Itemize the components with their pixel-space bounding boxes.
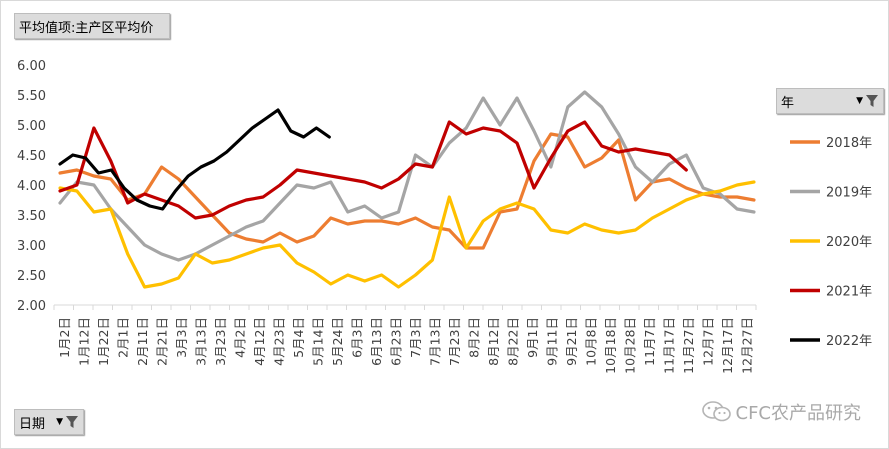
- dropdown-arrow-icon[interactable]: ▼: [856, 96, 863, 106]
- x-tick-label: 4月12日: [252, 317, 267, 366]
- x-tick-label: 2月11日: [135, 317, 150, 366]
- x-tick-label: 3月23日: [213, 317, 228, 366]
- axis-field-label: 日期: [19, 416, 46, 432]
- y-tick-label: 2.50: [17, 269, 46, 284]
- x-tick-label: 9月21日: [564, 317, 579, 366]
- series-line: [58, 132, 756, 250]
- x-tick-label: 5月4日: [291, 317, 306, 358]
- x-tick-label: 6月13日: [369, 317, 384, 366]
- x-tick-label: 8月2日: [466, 317, 481, 358]
- funnel-filter-icon[interactable]: [865, 94, 879, 108]
- x-tick-label: 11月17日: [661, 317, 676, 374]
- y-tick-label: 4.50: [17, 149, 46, 164]
- legend-label: 2019年: [826, 186, 872, 201]
- y-tick-label: 5.00: [17, 119, 46, 134]
- x-tick-label: 10月8日: [583, 317, 598, 366]
- x-tick-label: 9月1日: [525, 317, 540, 358]
- value-field-label: 平均值项:主产区平均价: [19, 20, 154, 36]
- funnel-filter-icon[interactable]: [65, 415, 79, 429]
- y-tick-label: 2.00: [17, 299, 46, 314]
- series-line: [58, 90, 756, 262]
- x-tick-label: 2月21日: [154, 317, 169, 366]
- legend-label: 2021年: [826, 285, 872, 300]
- x-tick-label: 2月1日: [115, 317, 130, 358]
- x-tick-label: 12月17日: [720, 317, 735, 374]
- series-line: [58, 108, 331, 211]
- legend-label: 2018年: [826, 136, 872, 151]
- x-tick-label: 10月28日: [622, 317, 637, 374]
- x-tick-label: 11月7日: [642, 317, 657, 366]
- y-tick-label: 3.50: [17, 209, 46, 224]
- x-tick-label: 3月3日: [174, 317, 189, 358]
- x-tick-label: 9月11日: [544, 317, 559, 366]
- x-tick-label: 5月14日: [310, 317, 325, 366]
- x-tick-label: 7月23日: [447, 317, 462, 366]
- x-tick-label: 8月22日: [505, 317, 520, 366]
- x-tick-label: 3月13日: [193, 317, 208, 366]
- y-tick-label: 4.00: [17, 179, 46, 194]
- y-tick-label: 3.00: [17, 239, 46, 254]
- dropdown-arrow-icon[interactable]: ▼: [56, 417, 63, 427]
- legend-field-button[interactable]: 年 ▼: [776, 88, 884, 114]
- wechat-icon: [701, 401, 731, 422]
- axis-field-button[interactable]: 日期 ▼: [14, 409, 84, 435]
- x-tick-label: 7月13日: [427, 317, 442, 366]
- y-tick-label: 6.00: [17, 59, 46, 74]
- legend-label: 2020年: [826, 235, 872, 250]
- x-tick-label: 11月27日: [681, 317, 696, 374]
- x-tick-label: 6月23日: [388, 317, 403, 366]
- x-tick-label: 12月7日: [700, 317, 715, 366]
- watermark-text: CFC农产品研究: [735, 403, 862, 424]
- x-tick-label: 7月3日: [408, 317, 423, 358]
- x-tick-label: 4月2日: [232, 317, 247, 358]
- x-tick-label: 1月12日: [76, 317, 91, 366]
- legend-label: 2022年: [826, 334, 872, 349]
- y-tick-label: 5.50: [17, 89, 46, 104]
- legend-field-label: 年: [781, 95, 795, 111]
- x-tick-label: 6月3日: [349, 317, 364, 358]
- x-tick-label: 1月22日: [96, 317, 111, 366]
- series-line: [58, 180, 756, 289]
- x-tick-label: 1月2日: [57, 317, 72, 358]
- watermark: CFC农产品研究: [701, 399, 862, 425]
- x-tick-label: 5月24日: [330, 317, 345, 366]
- value-field-button[interactable]: 平均值项:主产区平均价: [14, 13, 170, 39]
- x-tick-label: 8月12日: [486, 317, 501, 366]
- series-line: [58, 120, 688, 220]
- x-tick-label: 4月23日: [271, 317, 286, 366]
- x-tick-label: 12月27日: [739, 317, 754, 374]
- x-tick-label: 10月18日: [603, 317, 618, 374]
